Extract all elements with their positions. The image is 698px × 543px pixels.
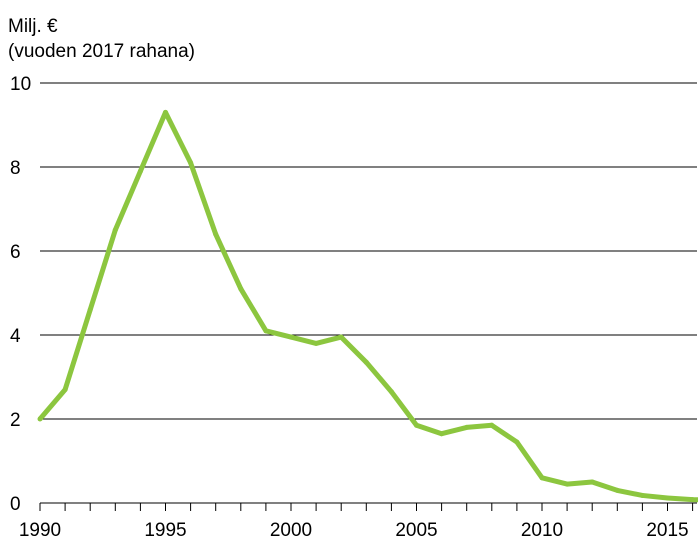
data-point [213, 231, 219, 237]
data-point [464, 424, 470, 430]
x-tick-label: 2010 [521, 520, 563, 541]
y-axis-ticks: 0 2 4 6 8 10 [10, 74, 31, 515]
series-line [38, 109, 698, 503]
gridlines [40, 82, 697, 420]
y-tick-label: 4 [10, 326, 21, 347]
data-point [288, 334, 294, 340]
y-tick-label: 2 [10, 410, 21, 431]
data-point [414, 422, 419, 428]
x-tick-label: 2015 [646, 520, 688, 541]
data-point [614, 487, 620, 493]
x-tick-label: 1995 [144, 520, 186, 541]
y-axis-title-line-2: (vuoden 2017 rahana) [8, 41, 195, 62]
data-point [639, 492, 645, 498]
data-point [564, 481, 570, 487]
x-tick-label: 2005 [395, 520, 437, 541]
x-axis: 1990 1995 2000 2005 2010 2015 [19, 502, 697, 541]
y-tick-label: 6 [10, 242, 21, 263]
data-point [238, 286, 244, 292]
data-point [263, 328, 269, 334]
y-axis-title: Milj. € (vuoden 2017 rahana) [8, 16, 195, 62]
data-point [514, 439, 520, 445]
data-point [338, 334, 344, 340]
data-point [112, 227, 118, 233]
data-point [313, 340, 319, 346]
data-point [665, 495, 670, 501]
data-point [137, 168, 143, 174]
x-tick-label: 2000 [270, 520, 312, 541]
data-point [37, 416, 43, 422]
data-point [188, 160, 194, 166]
y-axis-title-line-1: Milj. € [8, 16, 58, 37]
data-point [690, 497, 696, 503]
data-point [87, 307, 93, 313]
data-point [589, 479, 595, 485]
data-point [489, 422, 495, 428]
data-point [388, 389, 394, 395]
y-tick-label: 10 [10, 74, 31, 95]
series-group [37, 109, 698, 503]
data-point [439, 431, 445, 437]
data-point [62, 387, 68, 393]
data-point [163, 109, 168, 115]
y-tick-label: 8 [10, 158, 21, 179]
x-tick-label: 1990 [19, 520, 61, 541]
data-point [539, 475, 545, 481]
y-tick-label: 0 [10, 494, 21, 515]
data-point [363, 359, 369, 365]
